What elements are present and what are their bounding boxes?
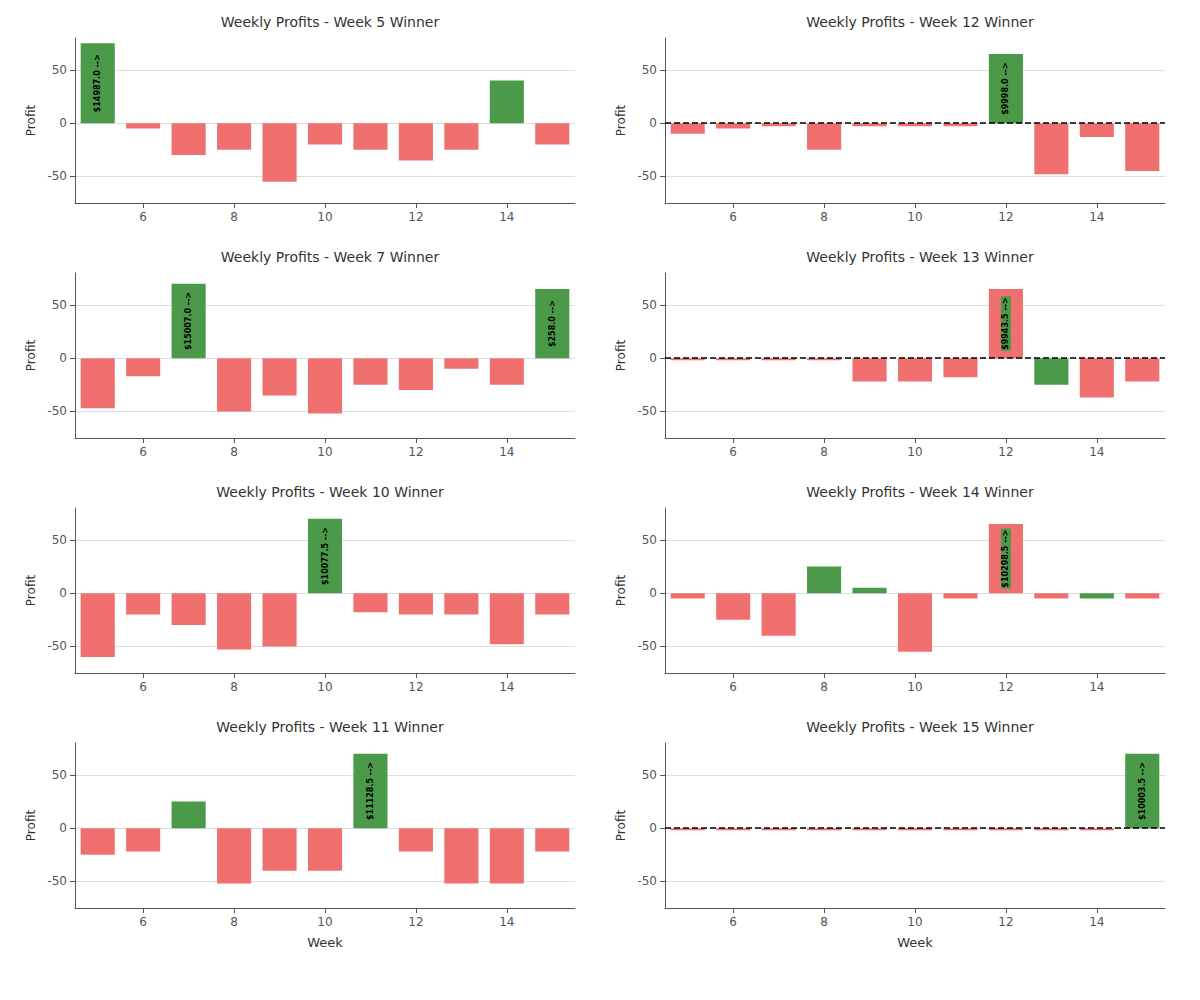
svg-text:0: 0 [59,351,67,365]
svg-text:Weekly Profits - Week 14 Winne: Weekly Profits - Week 14 Winner [806,484,1034,500]
svg-text:$15007.0 -->: $15007.0 --> [184,292,193,350]
svg-text:Profit: Profit [614,575,628,607]
svg-text:50: 50 [52,298,67,312]
svg-text:Weekly Profits - Week 15 Winne: Weekly Profits - Week 15 Winner [806,719,1034,735]
svg-text:8: 8 [230,210,238,224]
svg-text:6: 6 [729,445,737,459]
svg-text:10: 10 [907,445,922,459]
svg-text:10: 10 [317,445,332,459]
svg-text:12: 12 [998,680,1013,694]
svg-text:8: 8 [820,915,828,929]
svg-text:6: 6 [729,915,737,929]
svg-text:50: 50 [642,298,657,312]
svg-text:Profit: Profit [24,810,38,842]
svg-text:14: 14 [499,210,514,224]
svg-text:-50: -50 [47,639,67,653]
svg-text:14: 14 [1089,680,1104,694]
svg-text:Profit: Profit [614,105,628,137]
svg-text:0: 0 [649,116,657,130]
svg-text:$9998.0 -->: $9998.0 --> [1001,62,1010,115]
svg-text:8: 8 [820,680,828,694]
svg-text:0: 0 [59,116,67,130]
svg-text:-50: -50 [637,169,657,183]
svg-text:Profit: Profit [614,810,628,842]
svg-text:Week: Week [307,935,343,950]
svg-text:Profit: Profit [24,575,38,607]
svg-text:12: 12 [408,445,423,459]
svg-text:Weekly Profits - Week 11 Winne: Weekly Profits - Week 11 Winner [216,719,444,735]
svg-text:8: 8 [820,210,828,224]
svg-text:10: 10 [907,915,922,929]
svg-text:8: 8 [230,445,238,459]
svg-text:12: 12 [408,680,423,694]
svg-text:$10003.5 -->: $10003.5 --> [1138,762,1147,820]
svg-text:14: 14 [499,680,514,694]
svg-text:6: 6 [729,210,737,224]
svg-text:Profit: Profit [24,340,38,372]
svg-text:-50: -50 [637,874,657,888]
svg-text:8: 8 [820,445,828,459]
svg-text:$10077.5 -->: $10077.5 --> [321,527,330,585]
svg-text:$9943.5 -->: $9943.5 --> [1001,297,1010,350]
svg-text:$14987.0 -->: $14987.0 --> [93,54,102,112]
svg-text:12: 12 [408,915,423,929]
svg-text:10: 10 [317,680,332,694]
svg-text:0: 0 [59,821,67,835]
svg-text:-50: -50 [47,169,67,183]
svg-text:-50: -50 [637,404,657,418]
svg-text:8: 8 [230,680,238,694]
svg-text:0: 0 [59,586,67,600]
svg-text:6: 6 [729,680,737,694]
svg-text:50: 50 [642,63,657,77]
svg-text:10: 10 [907,210,922,224]
svg-text:Weekly Profits - Week 12 Winne: Weekly Profits - Week 12 Winner [806,14,1034,30]
svg-text:14: 14 [1089,210,1104,224]
svg-text:Weekly Profits - Week 10 Winne: Weekly Profits - Week 10 Winner [216,484,444,500]
svg-text:12: 12 [998,210,1013,224]
svg-text:8: 8 [230,915,238,929]
svg-text:12: 12 [998,915,1013,929]
svg-text:Weekly Profits - Week 5 Winner: Weekly Profits - Week 5 Winner [221,14,440,30]
svg-text:Weekly Profits - Week 7 Winner: Weekly Profits - Week 7 Winner [221,249,440,265]
svg-text:$258.0 -->: $258.0 --> [548,300,557,347]
svg-text:14: 14 [1089,915,1104,929]
svg-text:14: 14 [499,445,514,459]
svg-text:50: 50 [52,768,67,782]
svg-text:6: 6 [139,680,147,694]
svg-text:$11128.5 -->: $11128.5 --> [366,762,375,820]
svg-text:12: 12 [408,210,423,224]
svg-text:Profit: Profit [614,340,628,372]
svg-text:14: 14 [499,915,514,929]
svg-text:10: 10 [317,915,332,929]
svg-text:10: 10 [907,680,922,694]
svg-text:$10298.5 -->: $10298.5 --> [1001,529,1010,587]
svg-text:50: 50 [642,768,657,782]
svg-text:0: 0 [649,351,657,365]
svg-text:6: 6 [139,445,147,459]
svg-text:10: 10 [317,210,332,224]
svg-text:0: 0 [649,586,657,600]
svg-text:Weekly Profits - Week 13 Winne: Weekly Profits - Week 13 Winner [806,249,1034,265]
svg-text:50: 50 [642,533,657,547]
svg-text:12: 12 [998,445,1013,459]
svg-text:50: 50 [52,533,67,547]
svg-text:0: 0 [649,821,657,835]
svg-text:14: 14 [1089,445,1104,459]
svg-text:6: 6 [139,915,147,929]
svg-text:Profit: Profit [24,105,38,137]
svg-text:50: 50 [52,63,67,77]
svg-text:Week: Week [897,935,933,950]
svg-text:-50: -50 [47,404,67,418]
svg-text:-50: -50 [47,874,67,888]
svg-text:6: 6 [139,210,147,224]
svg-text:-50: -50 [637,639,657,653]
